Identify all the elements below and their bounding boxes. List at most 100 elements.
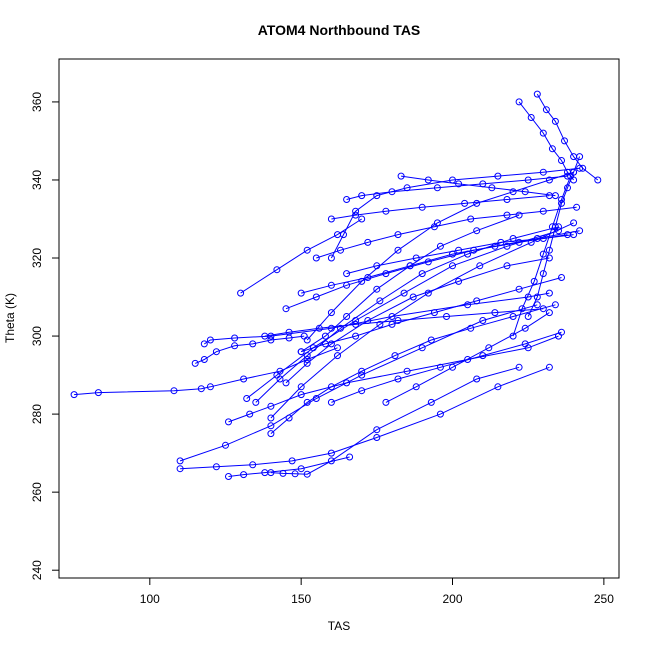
data-point <box>388 320 396 328</box>
data-point <box>545 254 553 262</box>
data-point <box>303 246 311 254</box>
data-point <box>427 336 435 344</box>
data-point <box>231 334 239 342</box>
data-series <box>237 215 366 297</box>
data-point <box>267 469 275 477</box>
series-line <box>316 206 577 259</box>
data-point <box>576 153 584 161</box>
data-series <box>243 227 562 402</box>
data-point <box>327 449 335 457</box>
data-point <box>70 391 78 399</box>
data-point <box>352 317 360 324</box>
data-point <box>376 297 384 305</box>
data-point <box>551 301 559 309</box>
data-point <box>282 305 290 313</box>
y-tick-label: 300 <box>30 326 44 346</box>
data-point <box>170 387 178 395</box>
data-point <box>539 207 547 215</box>
data-point <box>576 227 584 235</box>
data-point <box>418 344 426 352</box>
data-point <box>237 289 245 297</box>
data-point <box>573 203 581 211</box>
data-point <box>464 356 472 363</box>
data-point <box>373 262 381 270</box>
data-point <box>334 352 341 360</box>
series-line <box>331 195 550 220</box>
data-point <box>240 375 248 383</box>
data-point <box>358 215 366 223</box>
data-point <box>327 309 335 317</box>
series-line <box>180 366 550 470</box>
data-point <box>467 324 475 332</box>
plot-frame <box>58 58 620 579</box>
data-series <box>327 328 565 406</box>
data-series <box>225 332 562 426</box>
data-point <box>327 383 335 391</box>
data-point <box>533 90 541 98</box>
data-point <box>570 231 578 239</box>
data-point <box>267 414 275 422</box>
data-point <box>352 207 360 215</box>
data-point <box>524 176 532 184</box>
data-point <box>449 363 456 371</box>
data-point <box>503 242 511 250</box>
series-line <box>301 277 562 353</box>
data-point <box>455 180 463 188</box>
data-point <box>473 375 481 383</box>
data-point <box>297 289 305 297</box>
data-point <box>315 324 323 332</box>
data-point <box>343 196 351 203</box>
data-point <box>343 313 351 320</box>
data-point <box>545 309 553 317</box>
data-point <box>346 453 354 461</box>
data-point <box>455 277 463 285</box>
data-point <box>485 344 493 352</box>
data-point <box>394 246 402 254</box>
data-point <box>473 199 481 207</box>
data-point <box>509 313 517 320</box>
data-point <box>243 395 251 402</box>
data-series <box>282 254 553 387</box>
data-series <box>225 453 354 480</box>
data-point <box>225 473 232 480</box>
data-point <box>545 363 553 371</box>
data-point <box>176 457 184 465</box>
data-point <box>430 309 438 317</box>
series-line <box>512 175 572 337</box>
y-axis-label: Theta (K) <box>3 293 17 343</box>
data-point <box>358 192 366 200</box>
data-point <box>594 176 602 184</box>
data-point <box>373 426 381 434</box>
data-series <box>297 211 523 356</box>
data-point <box>373 192 381 200</box>
data-series <box>327 164 584 262</box>
data-point <box>521 340 529 348</box>
series-layer <box>70 90 602 480</box>
x-tick-label: 250 <box>594 592 614 606</box>
data-point <box>388 188 396 196</box>
data-point <box>473 297 481 305</box>
data-point <box>312 293 320 301</box>
data-point <box>455 246 463 254</box>
data-point <box>279 469 287 477</box>
data-point <box>539 250 547 258</box>
data-point <box>240 471 248 479</box>
series-line <box>246 230 559 399</box>
data-point <box>558 196 565 203</box>
series-line <box>330 167 580 259</box>
data-series <box>343 231 578 278</box>
data-point <box>545 289 553 297</box>
data-point <box>340 231 347 239</box>
data-point <box>334 344 341 352</box>
data-point <box>539 168 547 176</box>
data-point <box>200 356 208 363</box>
data-point <box>358 367 366 375</box>
data-point <box>430 223 438 231</box>
data-point <box>494 383 502 391</box>
data-point <box>382 207 390 215</box>
series-line <box>179 304 538 462</box>
data-series <box>176 363 553 473</box>
data-point <box>267 336 275 344</box>
data-point <box>558 274 565 281</box>
data-point <box>206 383 214 391</box>
